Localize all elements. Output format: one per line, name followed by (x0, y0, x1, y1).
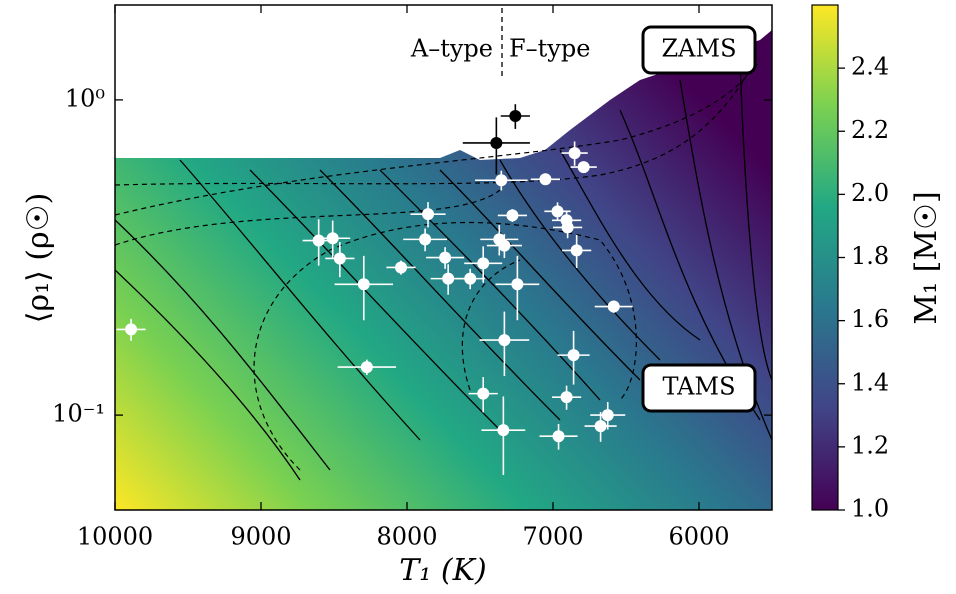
mass-map (115, 30, 772, 510)
point (312, 234, 325, 247)
colorbar-tick-label: 1.8 (851, 242, 889, 270)
annotation: A–type (410, 35, 493, 63)
point (539, 173, 552, 186)
point (498, 334, 511, 347)
point (360, 361, 373, 374)
point (509, 109, 522, 122)
point (560, 391, 573, 404)
point (552, 430, 565, 443)
y-tick-label: 10⁰ (65, 84, 105, 112)
point (498, 239, 511, 252)
colorbar-tick-label: 1.6 (851, 305, 889, 333)
colorbar-tick-label: 2.2 (851, 116, 889, 144)
point (607, 300, 620, 313)
colorbar-tick-label: 2.0 (851, 179, 889, 207)
point (477, 257, 490, 270)
point (601, 409, 614, 422)
point (490, 136, 503, 149)
colorbar-tick-label: 1.2 (851, 431, 889, 459)
point (333, 252, 346, 265)
annotation: TAMS (662, 373, 735, 401)
point (577, 161, 590, 174)
point (419, 233, 432, 246)
point (439, 251, 452, 264)
point (464, 272, 477, 285)
point (506, 209, 519, 222)
x-tick-label: 6000 (668, 523, 729, 551)
point (422, 208, 435, 221)
colorbar (811, 4, 839, 511)
point (561, 221, 574, 234)
tracks (115, 59, 772, 481)
y-tick-label: 10⁻¹ (52, 400, 105, 428)
point (395, 261, 408, 274)
annotation: F–type (509, 35, 590, 63)
model-grid (115, 30, 772, 510)
point (477, 387, 490, 400)
point (511, 278, 524, 291)
x-tick-label: 8000 (376, 523, 437, 551)
point (551, 205, 564, 218)
point (497, 424, 510, 437)
plot-frame (114, 4, 773, 511)
x-axis-label: T₁ (K) (399, 553, 486, 588)
annotation-box (641, 363, 757, 413)
point (442, 272, 455, 285)
point (568, 147, 581, 160)
colorbar-tick-label: 1.0 (851, 495, 889, 523)
point (125, 323, 138, 336)
x-tick-label: 10000 (77, 523, 153, 551)
point (567, 349, 580, 362)
y-axis-label: ⟨ρ₁⟩ (ρ☉) (21, 193, 56, 324)
point (495, 174, 508, 187)
point (357, 278, 370, 291)
colorbar-tick-label: 2.4 (851, 53, 889, 81)
data-points (116, 104, 633, 475)
annotation-box (641, 25, 757, 75)
point (326, 232, 339, 245)
x-tick-label: 7000 (522, 523, 583, 551)
point (594, 420, 607, 433)
colorbar-label: M₁ [M☉] (909, 191, 944, 324)
colorbar-tick-label: 1.4 (851, 368, 889, 396)
point (570, 244, 583, 257)
annotation: ZAMS (661, 35, 736, 63)
x-tick-label: 9000 (230, 523, 291, 551)
